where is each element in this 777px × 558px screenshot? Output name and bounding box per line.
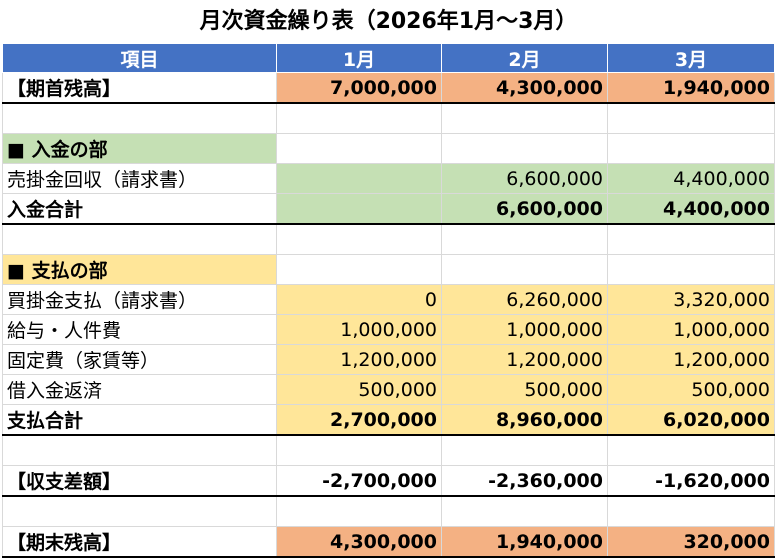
expense-cell[interactable]: 1,000,000 xyxy=(276,314,442,345)
empty-row xyxy=(2,102,775,134)
expense-cell[interactable]: 1,200,000 xyxy=(276,344,442,375)
sheet-title: 月次資金繰り表（2026年1月～3月） xyxy=(199,9,578,34)
expense-row: 買掛金支払（請求書） 0 6,260,000 3,320,000 xyxy=(2,284,775,315)
income-section-row: ■ 入金の部 xyxy=(2,133,775,164)
expense-cell[interactable]: 6,260,000 xyxy=(441,284,608,315)
income-total-mar[interactable]: 4,400,000 xyxy=(607,193,775,225)
empty-row xyxy=(2,223,775,255)
balance-row: 【収支差額】 -2,700,000 -2,360,000 -1,620,000 xyxy=(2,465,775,497)
expense-row: 固定費（家賃等） 1,200,000 1,200,000 1,200,000 xyxy=(2,344,775,375)
opening-jan[interactable]: 7,000,000 xyxy=(276,72,442,104)
expense-cell[interactable]: 1,200,000 xyxy=(441,344,608,375)
expense-total-feb[interactable]: 8,960,000 xyxy=(441,404,608,436)
expense-cell[interactable]: 1,000,000 xyxy=(607,314,775,345)
income-total-jan[interactable] xyxy=(276,193,442,225)
closing-feb[interactable]: 1,940,000 xyxy=(441,526,608,558)
opening-label[interactable]: 【期首残高】 xyxy=(2,72,277,104)
income-feb[interactable]: 6,600,000 xyxy=(441,163,608,194)
expense-total-jan[interactable]: 2,700,000 xyxy=(276,404,442,436)
expense-cell[interactable]: 3,320,000 xyxy=(607,284,775,315)
expense-row-label[interactable]: 買掛金支払（請求書） xyxy=(2,284,277,315)
closing-mar[interactable]: 320,000 xyxy=(607,526,775,558)
header-jan[interactable]: 1月 xyxy=(276,43,442,73)
expense-total-mar[interactable]: 6,020,000 xyxy=(607,404,775,436)
expense-section-label[interactable]: ■ 支払の部 xyxy=(2,254,277,285)
expense-cell[interactable]: 500,000 xyxy=(607,374,775,405)
expense-cell[interactable]: 1,200,000 xyxy=(607,344,775,375)
income-row-label[interactable]: 売掛金回収（請求書） xyxy=(2,163,277,194)
closing-label[interactable]: 【期末残高】 xyxy=(2,526,277,558)
expense-section-row: ■ 支払の部 xyxy=(2,254,775,285)
expense-cell[interactable]: 1,000,000 xyxy=(441,314,608,345)
opening-balance-row: 【期首残高】 7,000,000 4,300,000 1,940,000 xyxy=(2,72,775,104)
closing-jan[interactable]: 4,300,000 xyxy=(276,526,442,558)
balance-mar[interactable]: -1,620,000 xyxy=(607,465,775,497)
header-feb[interactable]: 2月 xyxy=(441,43,608,73)
expense-row-label[interactable]: 給与・人件費 xyxy=(2,314,277,345)
income-mar[interactable]: 4,400,000 xyxy=(607,163,775,194)
empty-row xyxy=(2,434,775,466)
cash-flow-table: 項目 1月 2月 3月 【期首残高】 7,000,000 4,300,000 1… xyxy=(2,43,775,558)
opening-feb[interactable]: 4,300,000 xyxy=(441,72,608,104)
income-total-row: 入金合計 6,600,000 4,400,000 xyxy=(2,193,775,225)
expense-row: 借入金返済 500,000 500,000 500,000 xyxy=(2,374,775,405)
header-item[interactable]: 項目 xyxy=(2,43,277,73)
expense-cell[interactable]: 500,000 xyxy=(276,374,442,405)
income-section-label[interactable]: ■ 入金の部 xyxy=(2,133,277,164)
expense-cell[interactable]: 500,000 xyxy=(441,374,608,405)
header-row: 項目 1月 2月 3月 xyxy=(2,43,775,73)
balance-label[interactable]: 【収支差額】 xyxy=(2,465,277,497)
balance-jan[interactable]: -2,700,000 xyxy=(276,465,442,497)
header-mar[interactable]: 3月 xyxy=(607,43,775,73)
expense-row-label[interactable]: 借入金返済 xyxy=(2,374,277,405)
income-total-feb[interactable]: 6,600,000 xyxy=(441,193,608,225)
balance-feb[interactable]: -2,360,000 xyxy=(441,465,608,497)
empty-row xyxy=(2,495,775,527)
opening-mar[interactable]: 1,940,000 xyxy=(607,72,775,104)
expense-total-label[interactable]: 支払合計 xyxy=(2,404,277,436)
expense-total-row: 支払合計 2,700,000 8,960,000 6,020,000 xyxy=(2,404,775,436)
income-jan[interactable] xyxy=(276,163,442,194)
expense-row-label[interactable]: 固定費（家賃等） xyxy=(2,344,277,375)
expense-row: 給与・人件費 1,000,000 1,000,000 1,000,000 xyxy=(2,314,775,345)
income-total-label[interactable]: 入金合計 xyxy=(2,193,277,225)
closing-balance-row: 【期末残高】 4,300,000 1,940,000 320,000 xyxy=(2,526,775,558)
income-row: 売掛金回収（請求書） 6,600,000 4,400,000 xyxy=(2,163,775,194)
expense-cell[interactable]: 0 xyxy=(276,284,442,315)
